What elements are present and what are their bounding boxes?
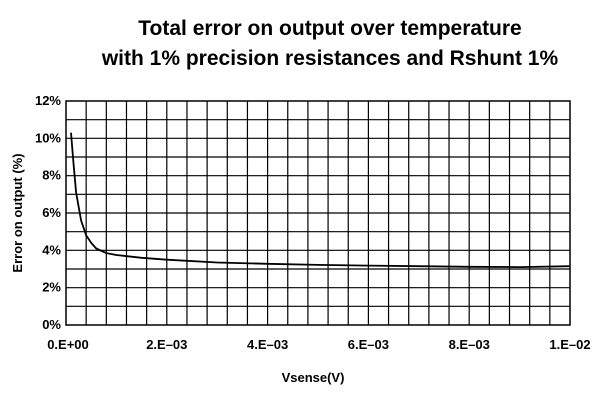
y-tick-label: 0% <box>42 317 61 332</box>
x-tick-label: 6.E–03 <box>348 337 389 352</box>
x-tick-label: 8.E–03 <box>449 337 490 352</box>
y-tick-label: 2% <box>42 280 61 295</box>
chart-title-block: Total error on output over temperature w… <box>0 14 600 74</box>
x-axis-label: Vsense(V) <box>282 370 345 385</box>
chart-title: Total error on output over temperature <box>138 17 522 40</box>
x-tick-label: 4.E–03 <box>247 337 288 352</box>
y-tick-label: 4% <box>42 242 61 257</box>
x-tick-labels: 0.E+00 2.E–03 4.E–03 6.E–03 8.E–03 1.E–02 <box>47 337 590 352</box>
y-tick-label: 8% <box>42 168 61 183</box>
x-tick-label: 2.E–03 <box>146 337 187 352</box>
chart-subtitle: with 1% precision resistances and Rshunt… <box>101 47 559 70</box>
x-tick-label: 1.E–02 <box>549 337 590 352</box>
plot-frame <box>65 100 571 326</box>
series-layer <box>70 132 571 269</box>
y-tick-labels: 0% 2% 4% 6% 8% 10% 12% <box>35 93 61 332</box>
grid <box>66 101 570 325</box>
y-tick-label: 6% <box>42 205 61 220</box>
series-line <box>70 132 571 269</box>
y-tick-label: 12% <box>35 93 61 108</box>
y-tick-label: 10% <box>35 130 61 145</box>
x-tick-label: 0.E+00 <box>47 337 89 352</box>
y-axis-label: Error on output (%) <box>10 153 25 272</box>
